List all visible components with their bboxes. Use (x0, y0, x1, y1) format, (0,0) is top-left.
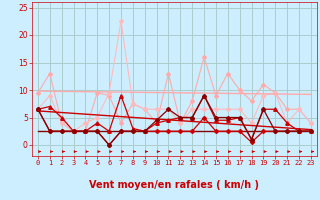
X-axis label: Vent moyen/en rafales ( km/h ): Vent moyen/en rafales ( km/h ) (89, 180, 260, 190)
